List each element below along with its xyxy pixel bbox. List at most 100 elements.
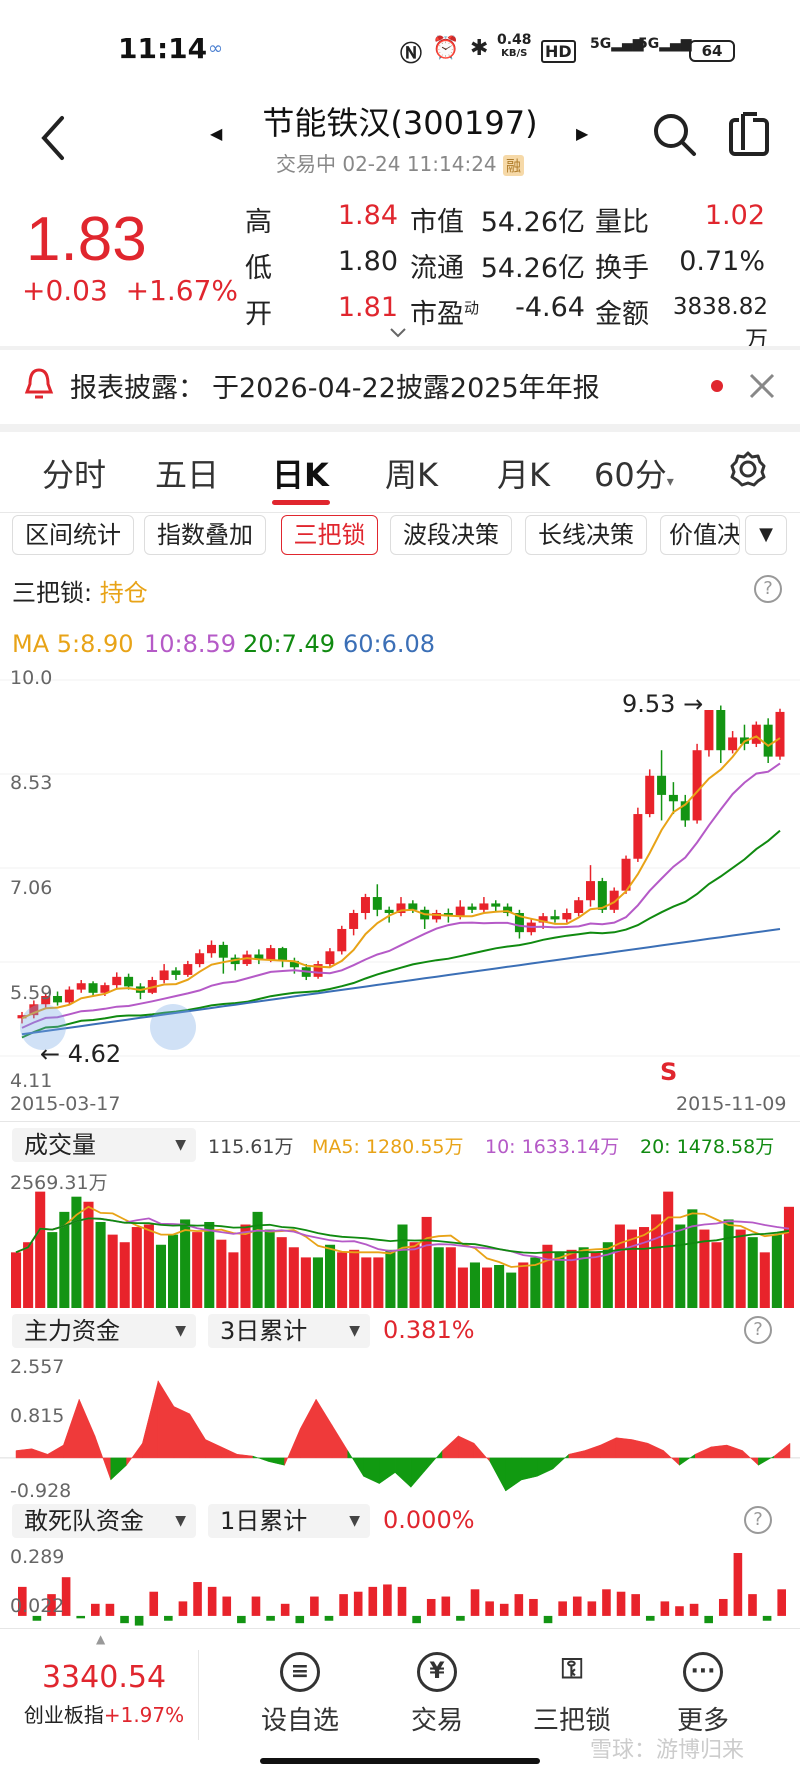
dare-funds-period-selector[interactable]: 1日累计 ▼	[208, 1504, 370, 1538]
chip-long-decision[interactable]: 长线决策	[525, 515, 647, 555]
locks-icon: ⚿	[561, 1652, 583, 1685]
nav-more[interactable]: ··· 更多	[643, 1652, 763, 1737]
volume-bar	[385, 1249, 396, 1308]
active-tab-indicator	[272, 500, 330, 505]
tab-weekly-k[interactable]: 周K	[385, 456, 438, 494]
drag-handle-right[interactable]	[150, 1004, 196, 1050]
funds-area	[410, 1457, 427, 1488]
volume-bar	[687, 1209, 698, 1308]
ma60-legend: 60:6.08	[343, 630, 436, 658]
volume-bar	[771, 1234, 782, 1308]
volume-chart[interactable]	[0, 1166, 800, 1312]
dare-funds-bar	[485, 1601, 494, 1616]
dare-funds-bar	[164, 1615, 173, 1621]
share-icon[interactable]	[727, 110, 771, 158]
nav-label: 设自选	[260, 1706, 339, 1736]
candle-body	[41, 995, 51, 1005]
dare-funds-bar	[558, 1601, 567, 1616]
volume-bar	[204, 1221, 215, 1308]
candle-body	[680, 801, 690, 821]
tab-five-day[interactable]: 五日	[155, 456, 220, 494]
search-icon[interactable]	[650, 110, 700, 160]
candle-body	[195, 953, 205, 965]
volume-bar	[651, 1214, 662, 1308]
chip-range-stats[interactable]: 区间统计	[12, 515, 134, 555]
nav-three-locks[interactable]: ⚿ 三把锁	[512, 1652, 632, 1737]
lock-status-label: 三把锁:	[12, 579, 100, 607]
chip-value-decision[interactable]: 价值决	[660, 515, 740, 555]
funds-area	[379, 1457, 396, 1485]
funds-area	[94, 1435, 112, 1481]
notice-bar[interactable]: 报表披露： 于2026-04-22披露2025年年报	[0, 350, 800, 422]
main-funds-chart[interactable]	[0, 1352, 800, 1502]
volume-bar	[602, 1242, 613, 1308]
volume-bar	[373, 1257, 384, 1308]
watermark: 雪球：游博归来	[590, 1738, 745, 1763]
help-icon[interactable]: ?	[744, 1316, 772, 1344]
index-collapse-caret-icon[interactable]: ▲	[96, 1632, 106, 1646]
candle-body	[432, 913, 442, 920]
drag-handle-left[interactable]	[20, 1004, 66, 1050]
settings-gear-icon[interactable]	[729, 450, 767, 488]
candle-body	[325, 951, 335, 965]
chips-more-icon[interactable]: ▼	[745, 515, 787, 555]
candle-body	[207, 944, 216, 954]
sync-icon: ∞	[208, 38, 223, 59]
candle-body	[503, 906, 513, 914]
funds-area	[473, 1442, 491, 1463]
help-icon[interactable]: ?	[754, 575, 782, 603]
quote-label-sup: 动	[464, 299, 480, 317]
chip-swing-decision[interactable]: 波段决策	[390, 515, 512, 555]
chip-three-locks[interactable]: 三把锁	[281, 515, 378, 555]
candle-body	[491, 903, 501, 907]
candle-body	[550, 916, 560, 920]
divider	[0, 1121, 800, 1122]
prev-stock-icon[interactable]: ◀	[210, 124, 223, 143]
index-widget[interactable]: 3340.54 创业板指+1.97%	[14, 1660, 194, 1728]
alarm-icon: ⏰	[432, 36, 460, 61]
tab-daily-k[interactable]: 日K	[272, 456, 329, 494]
dare-funds-bar	[61, 1577, 71, 1616]
main-funds-value: 0.381%	[383, 1316, 475, 1344]
main-funds-selector[interactable]: 主力资金 ▼	[12, 1314, 196, 1348]
expand-chevron-icon[interactable]	[388, 326, 408, 340]
dare-funds-bar	[91, 1603, 100, 1616]
volume-bar	[699, 1229, 710, 1308]
candlestick-chart[interactable]	[0, 668, 800, 1088]
volume-bar	[397, 1224, 408, 1308]
back-arrow-icon[interactable]	[34, 108, 74, 168]
nav-trade[interactable]: ¥ 交易	[377, 1652, 497, 1737]
nav-add-watchlist[interactable]: ≡ 设自选	[240, 1652, 360, 1737]
dare-funds-chart[interactable]	[0, 1542, 800, 1630]
candle-body	[183, 964, 193, 975]
next-stock-icon[interactable]: ▶	[576, 124, 589, 143]
dare-funds-bar	[645, 1615, 655, 1621]
quote-label: 高	[245, 207, 272, 238]
dropdown-caret-icon: ▾	[666, 474, 674, 490]
status-bar: 11:14 ∞ Ⓝ ⏰ ✱ 0.48 KB/S HD 5G▂▄▆ 5G▂▄▆ 6…	[0, 0, 800, 90]
tab-60min[interactable]: 60分▾	[594, 450, 674, 496]
volume-selector[interactable]: 成交量 ▼	[12, 1128, 196, 1162]
volume-bar	[71, 1196, 82, 1308]
main-funds-period-selector[interactable]: 3日累计 ▼	[208, 1314, 370, 1348]
funds-area	[31, 1448, 48, 1459]
candle-body	[313, 964, 323, 977]
volume-bar	[723, 1219, 734, 1308]
tab-intraday[interactable]: 分时	[42, 456, 107, 494]
volume-ma-line	[15, 1217, 790, 1254]
volume-bar	[626, 1229, 637, 1308]
funds-area	[615, 1437, 633, 1459]
chip-index-overlay[interactable]: 指数叠加	[144, 515, 266, 555]
volume-bar	[252, 1211, 263, 1308]
ma20-legend: 20:7.49	[243, 630, 336, 658]
volume-bar	[240, 1224, 251, 1308]
close-icon[interactable]	[748, 372, 776, 400]
help-icon[interactable]: ?	[744, 1506, 772, 1534]
candle-body	[360, 897, 370, 914]
tab-monthly-k[interactable]: 月K	[497, 456, 550, 494]
volume-bar	[530, 1257, 541, 1308]
quote-label: 市值	[410, 207, 464, 238]
candle-body	[645, 775, 655, 815]
dare-funds-bar	[499, 1603, 509, 1616]
dare-funds-selector[interactable]: 敢死队资金 ▼	[12, 1504, 196, 1538]
